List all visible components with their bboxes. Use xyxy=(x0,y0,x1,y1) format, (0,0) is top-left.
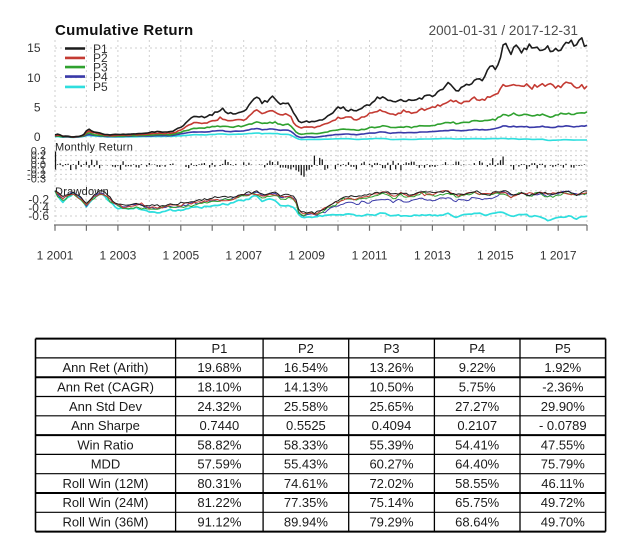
svg-text:MDD: MDD xyxy=(91,457,121,472)
svg-text:80.31%: 80.31% xyxy=(197,476,242,491)
svg-text:55.39%: 55.39% xyxy=(369,437,414,452)
svg-text:0.4094: 0.4094 xyxy=(372,418,412,433)
svg-text:-0.6: -0.6 xyxy=(28,209,49,223)
svg-text:49.70%: 49.70% xyxy=(541,515,586,530)
svg-text:Win Ratio: Win Ratio xyxy=(77,437,133,452)
svg-text:60.27%: 60.27% xyxy=(369,457,414,472)
svg-text:49.72%: 49.72% xyxy=(541,495,586,510)
svg-text:-0.2: -0.2 xyxy=(27,169,46,181)
svg-text:1 2001: 1 2001 xyxy=(37,249,74,263)
svg-text:P4: P4 xyxy=(469,341,485,356)
svg-text:0: 0 xyxy=(34,130,41,144)
svg-text:0.7440: 0.7440 xyxy=(200,418,240,433)
svg-text:P4: P4 xyxy=(93,70,108,84)
svg-text:25.65%: 25.65% xyxy=(369,399,414,414)
svg-text:P1: P1 xyxy=(211,341,227,356)
svg-text:0.1: 0.1 xyxy=(31,155,46,167)
svg-text:0.5525: 0.5525 xyxy=(286,418,326,433)
svg-text:Ann Ret (Arith): Ann Ret (Arith) xyxy=(63,360,149,375)
svg-text:75.14%: 75.14% xyxy=(369,495,414,510)
svg-text:P3: P3 xyxy=(93,60,108,74)
svg-text:58.33%: 58.33% xyxy=(284,437,329,452)
svg-text:13.26%: 13.26% xyxy=(369,360,414,375)
svg-text:79.29%: 79.29% xyxy=(369,515,414,530)
svg-text:74.61%: 74.61% xyxy=(284,476,329,491)
svg-text:65.75%: 65.75% xyxy=(455,495,500,510)
svg-text:57.59%: 57.59% xyxy=(197,457,242,472)
svg-text:24.32%: 24.32% xyxy=(197,399,242,414)
svg-text:1 2009: 1 2009 xyxy=(288,249,325,263)
svg-text:P3: P3 xyxy=(384,341,400,356)
svg-text:0.2: 0.2 xyxy=(31,150,46,162)
svg-text:47.55%: 47.55% xyxy=(541,437,586,452)
svg-text:Monthly Return: Monthly Return xyxy=(55,142,133,154)
svg-text:64.40%: 64.40% xyxy=(455,457,500,472)
svg-text:0.2107: 0.2107 xyxy=(457,418,497,433)
svg-text:91.12%: 91.12% xyxy=(197,515,242,530)
svg-text:Cumulative Return: Cumulative Return xyxy=(55,22,193,39)
svg-text:Ann Sharpe: Ann Sharpe xyxy=(71,418,140,433)
svg-text:81.22%: 81.22% xyxy=(197,495,242,510)
svg-text:P2: P2 xyxy=(298,341,314,356)
svg-text:54.41%: 54.41% xyxy=(455,437,500,452)
svg-text:2001-01-31 / 2017-12-31: 2001-01-31 / 2017-12-31 xyxy=(429,23,578,38)
svg-text:58.82%: 58.82% xyxy=(197,437,242,452)
svg-text:10: 10 xyxy=(27,71,41,85)
svg-text:P5: P5 xyxy=(555,341,571,356)
svg-text:-2.36%: -2.36% xyxy=(542,380,584,395)
svg-text:- 0.0789: - 0.0789 xyxy=(539,418,587,433)
svg-text:Ann Ret (CAGR): Ann Ret (CAGR) xyxy=(57,380,154,395)
svg-text:1.92%: 1.92% xyxy=(544,360,581,375)
svg-text:Roll Win (36M): Roll Win (36M) xyxy=(63,515,149,530)
svg-text:-0.4: -0.4 xyxy=(28,201,49,215)
svg-text:Roll Win (12M): Roll Win (12M) xyxy=(63,476,149,491)
svg-text:5.75%: 5.75% xyxy=(459,380,496,395)
svg-text:-0.2: -0.2 xyxy=(28,192,49,206)
svg-text:29.90%: 29.90% xyxy=(541,399,586,414)
svg-text:P5: P5 xyxy=(93,80,108,94)
svg-text:25.58%: 25.58% xyxy=(284,399,329,414)
svg-text:-0.3: -0.3 xyxy=(27,174,46,186)
svg-text:10.50%: 10.50% xyxy=(369,380,414,395)
svg-text:75.79%: 75.79% xyxy=(541,457,586,472)
svg-text:72.02%: 72.02% xyxy=(369,476,414,491)
svg-text:16.54%: 16.54% xyxy=(284,360,329,375)
svg-text:Roll Win (24M): Roll Win (24M) xyxy=(63,495,149,510)
svg-text:14.13%: 14.13% xyxy=(284,380,329,395)
svg-text:15: 15 xyxy=(27,41,41,55)
svg-text:5: 5 xyxy=(34,101,41,115)
svg-text:1 2015: 1 2015 xyxy=(477,249,514,263)
svg-text:0.0: 0.0 xyxy=(31,160,46,172)
svg-text:1 2011: 1 2011 xyxy=(352,249,388,263)
svg-text:Ann Std Dev: Ann Std Dev xyxy=(69,399,142,414)
svg-text:0.3: 0.3 xyxy=(31,146,46,158)
svg-text:1 2017: 1 2017 xyxy=(540,249,577,263)
svg-text:9.22%: 9.22% xyxy=(459,360,496,375)
svg-text:1 2005: 1 2005 xyxy=(162,249,199,263)
svg-text:P1: P1 xyxy=(93,42,108,56)
svg-text:18.10%: 18.10% xyxy=(197,380,242,395)
svg-text:P2: P2 xyxy=(93,51,108,65)
svg-text:68.64%: 68.64% xyxy=(455,515,500,530)
svg-text:1 2003: 1 2003 xyxy=(100,249,137,263)
svg-text:89.94%: 89.94% xyxy=(284,515,329,530)
svg-text:1 2013: 1 2013 xyxy=(414,249,451,263)
svg-text:58.55%: 58.55% xyxy=(455,476,500,491)
svg-text:19.68%: 19.68% xyxy=(197,360,242,375)
svg-text:46.11%: 46.11% xyxy=(541,476,585,491)
svg-text:77.35%: 77.35% xyxy=(284,495,329,510)
svg-text:-0.1: -0.1 xyxy=(27,164,46,176)
svg-text:55.43%: 55.43% xyxy=(284,457,329,472)
svg-text:1 2007: 1 2007 xyxy=(225,249,262,263)
svg-text:27.27%: 27.27% xyxy=(455,399,500,414)
